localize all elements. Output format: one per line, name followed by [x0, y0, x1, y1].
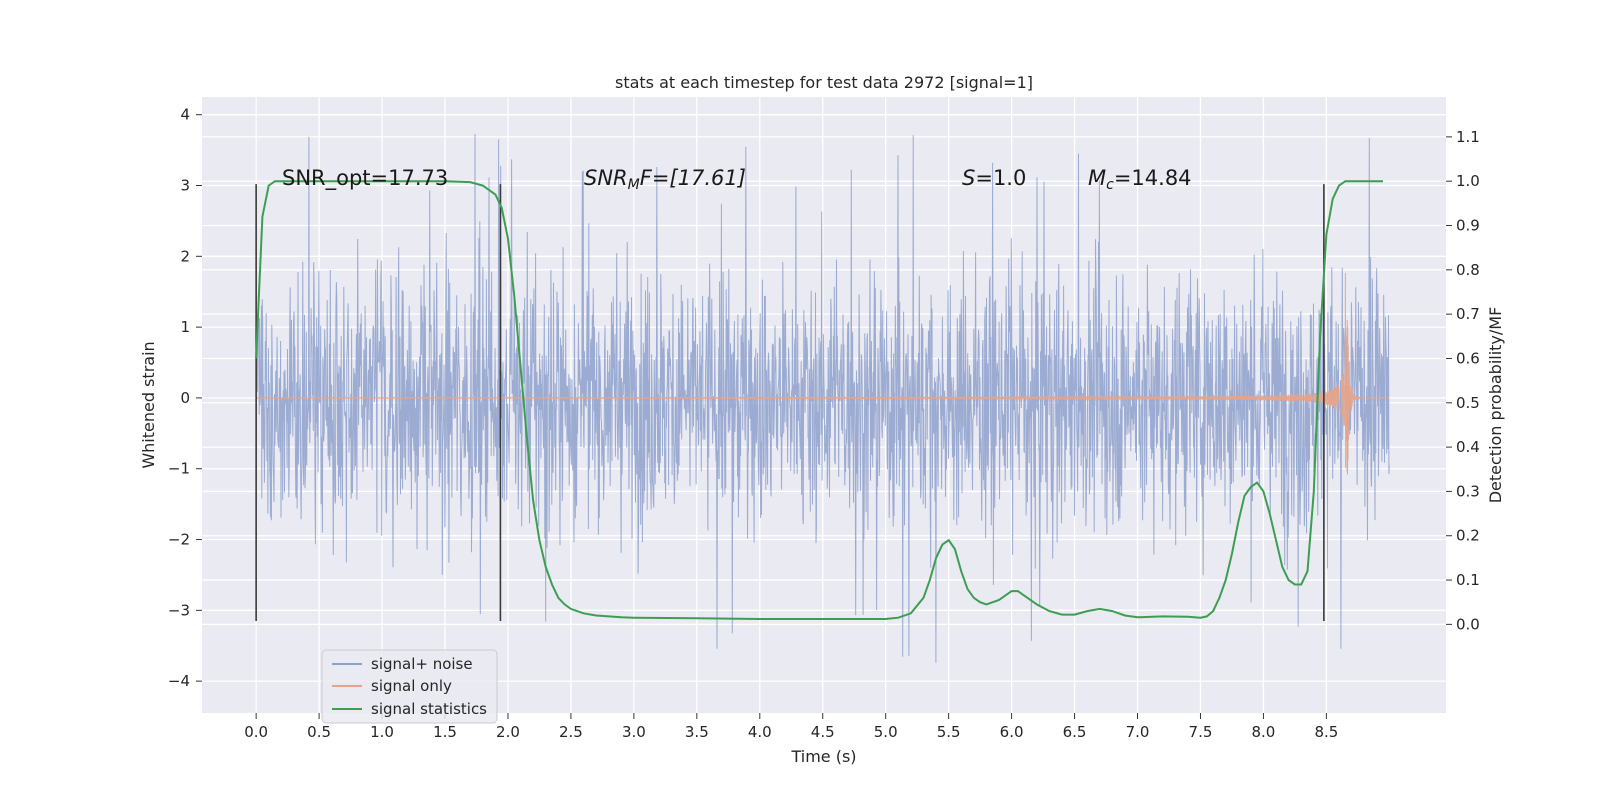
y-right-axis-ticks: 1.1 1.0 0.9 0.8 0.7 0.6 0.5 0.4 0.3 0.2 0.1 0.0	[1446, 128, 1480, 633]
x-tick-label: 0.0	[244, 723, 268, 741]
y-left-axis-label: Whitened strain	[139, 341, 158, 468]
legend-label-signal-only: signal only	[371, 677, 452, 695]
y-left-tick-label: −1	[168, 460, 190, 478]
y-right-tick-label: 0.4	[1456, 438, 1480, 456]
series-signal-only	[255, 272, 1390, 475]
x-tick-label: 5.5	[937, 723, 961, 741]
series-signal-statistics	[255, 180, 1383, 620]
annotation-snr-opt: SNR_opt=17.73	[282, 166, 448, 191]
y-right-tick-label: 1.1	[1456, 128, 1480, 146]
y-left-tick-label: 4	[180, 106, 190, 124]
y-left-tick-label: −3	[168, 601, 190, 619]
y-right-tick-label: 0.1	[1456, 571, 1480, 589]
y-left-tick-label: −2	[168, 531, 190, 549]
series-signal-noise	[255, 133, 1390, 663]
legend-box	[321, 649, 498, 724]
x-tick-label: 1.5	[433, 723, 457, 741]
annotation-mc: Mc=14.84	[1088, 166, 1192, 193]
x-tick-label: 7.0	[1126, 723, 1150, 741]
marker-vertical-lines	[255, 184, 1325, 621]
legend-label-signal-statistics: signal statistics	[371, 700, 487, 718]
annotation-s: S=1.0	[962, 166, 1026, 190]
y-left-axis-ticks: 4 3 2 1 0 −1 −2 −3 −4	[168, 106, 202, 690]
x-tick-label: 8.5	[1314, 723, 1338, 741]
x-tick-label: 3.0	[622, 723, 646, 741]
x-tick-label: 0.5	[307, 723, 331, 741]
x-tick-label: 4.0	[748, 723, 772, 741]
annotation-snr-mf: SNRMF=[17.61]	[584, 166, 746, 193]
y-right-tick-label: 0.7	[1456, 305, 1480, 323]
y-left-tick-label: 2	[180, 247, 190, 265]
y-right-tick-label: 0.8	[1456, 261, 1480, 279]
x-tick-label: 5.0	[874, 723, 898, 741]
x-tick-label: 8.0	[1251, 723, 1275, 741]
chart-title: stats at each timestep for test data 297…	[615, 73, 1033, 92]
legend: signal+ noise signal only signal statist…	[321, 649, 498, 724]
x-tick-label: 1.0	[370, 723, 394, 741]
y-right-axis-label: Detection probability/MF	[1486, 307, 1505, 504]
x-axis-label: Time (s)	[790, 747, 856, 766]
y-left-tick-label: 1	[180, 318, 190, 336]
y-right-tick-label: 1.0	[1456, 172, 1480, 190]
x-axis-ticks: 0.0 0.5 1.0 1.5 2.0 2.5 3.0 3.5 4.0 4.5 5.0 5.5 6.0 6…	[244, 713, 1338, 741]
y-right-tick-label: 0.9	[1456, 217, 1480, 235]
y-left-tick-label: −4	[168, 672, 190, 690]
y-right-tick-label: 0.5	[1456, 394, 1480, 412]
x-tick-label: 4.5	[811, 723, 835, 741]
x-tick-label: 7.5	[1189, 723, 1213, 741]
y-left-tick-label: 3	[180, 177, 190, 195]
legend-label-signal-noise: signal+ noise	[371, 655, 473, 673]
x-tick-label: 6.5	[1063, 723, 1087, 741]
x-tick-label: 3.5	[685, 723, 709, 741]
y-right-tick-label: 0.6	[1456, 349, 1480, 367]
x-tick-label: 2.5	[559, 723, 583, 741]
y-right-tick-label: 0.0	[1456, 615, 1480, 633]
y-right-tick-label: 0.3	[1456, 482, 1480, 500]
y-left-tick-label: 0	[180, 389, 190, 407]
y-right-tick-label: 0.2	[1456, 527, 1480, 545]
x-tick-label: 6.0	[1000, 723, 1024, 741]
x-tick-label: 2.0	[496, 723, 520, 741]
